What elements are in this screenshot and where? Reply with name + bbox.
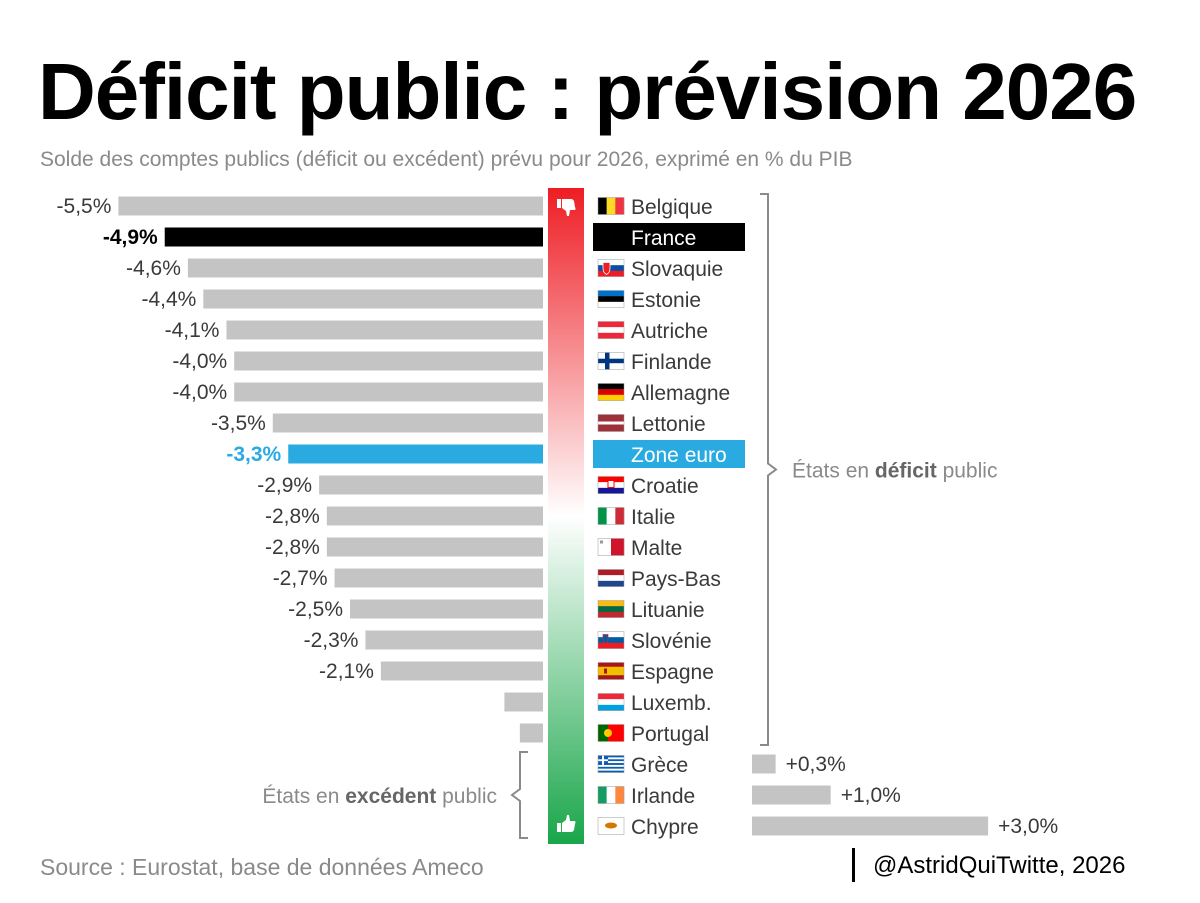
ireland-flag: [597, 786, 625, 804]
bar-allemagne: [234, 382, 543, 402]
slovenia-flag: [597, 631, 625, 649]
bar-autriche: [226, 320, 544, 340]
chart-subtitle: Solde des comptes publics (déficit ou ex…: [40, 148, 853, 171]
bar-malte: [326, 537, 543, 557]
bar-pays-bas: [334, 568, 543, 588]
highlight-box-france: [593, 223, 745, 251]
value-label-france: -4,9%: [103, 226, 158, 249]
value-label-lettonie: -3,5%: [211, 412, 266, 435]
bar-zone-euro: [288, 444, 543, 464]
value-label-belgique: -5,5%: [57, 195, 112, 218]
country-name-malte: Malte: [631, 537, 682, 560]
malta-flag: [597, 538, 625, 556]
bar-croatie: [319, 475, 543, 495]
deficit-bracket: [760, 193, 778, 746]
country-name-espagne: Espagne: [631, 661, 714, 684]
portugal-flag: [597, 724, 625, 742]
bar-finlande: [234, 351, 543, 371]
value-label-irlande: +1,0%: [841, 784, 901, 807]
author-credit: @AstridQuiTwitte, 2026: [852, 848, 1125, 882]
bar-lituanie: [350, 599, 543, 619]
highlight-box-euro: [593, 440, 745, 468]
country-name-france: France: [631, 227, 696, 250]
bar-slovaquie: [187, 258, 543, 278]
germany-flag: [597, 383, 625, 401]
gradient-scale-strip: [548, 188, 584, 844]
value-label-pays-bas: -2,7%: [273, 567, 328, 590]
surplus-bracket: [510, 751, 528, 839]
source-note: Source : Eurostat, base de données Ameco: [40, 854, 484, 880]
bar-belgique: [118, 196, 544, 216]
thumbs-up-icon: [557, 815, 576, 832]
country-name-allemagne: Allemagne: [631, 382, 730, 405]
luxembourg-flag: [597, 693, 625, 711]
latvia-flag: [597, 414, 625, 432]
country-name-chypre: Chypre: [631, 816, 699, 839]
chart-title: Déficit public : prévision 2026: [38, 47, 1137, 136]
value-label-allemagne: -4,0%: [172, 381, 227, 404]
country-name-zone-euro: Zone euro: [631, 444, 727, 467]
value-label-grece: +0,3%: [786, 753, 846, 776]
country-name-finlande: Finlande: [631, 351, 712, 374]
value-label-croatie: -2,9%: [257, 474, 312, 497]
italy-flag: [597, 507, 625, 525]
croatia-flag: [597, 476, 625, 494]
slovakia-flag: [597, 259, 625, 277]
bar-irlande: [752, 785, 831, 805]
value-label-chypre: +3,0%: [998, 815, 1058, 838]
value-label-autriche: -4,1%: [165, 319, 220, 342]
value-label-slovenie: -2,3%: [304, 629, 359, 652]
surplus-annotation: États en excédent public: [262, 785, 497, 808]
value-label-zone-euro: -3,3%: [226, 443, 281, 466]
country-name-irlande: Irlande: [631, 785, 695, 808]
bar-chypre: [752, 816, 989, 836]
finland-flag: [597, 352, 625, 370]
country-name-portugal: Portugal: [631, 723, 709, 746]
bar-portugal: [519, 723, 543, 743]
value-label-estonie: -4,4%: [141, 288, 196, 311]
belgium-flag: [597, 197, 625, 215]
country-name-estonie: Estonie: [631, 289, 701, 312]
bar-estonie: [203, 289, 543, 309]
country-name-belgique: Belgique: [631, 196, 713, 219]
country-name-italie: Italie: [631, 506, 675, 529]
country-name-lituanie: Lituanie: [631, 599, 705, 622]
country-name-autriche: Autriche: [631, 320, 708, 343]
country-name-croatie: Croatie: [631, 475, 699, 498]
bar-france: [164, 227, 543, 247]
country-name-lettonie: Lettonie: [631, 413, 706, 436]
bar-lettonie: [272, 413, 543, 433]
bar-grece: [752, 754, 776, 774]
netherlands-flag: [597, 569, 625, 587]
bar-espagne: [380, 661, 543, 681]
value-label-italie: -2,8%: [265, 505, 320, 528]
austria-flag: [597, 321, 625, 339]
country-name-luxemb: Luxemb.: [631, 692, 712, 715]
value-label-slovaquie: -4,6%: [126, 257, 181, 280]
country-name-slovaquie: Slovaquie: [631, 258, 723, 281]
lithuania-flag: [597, 600, 625, 618]
bar-slovenie: [365, 630, 543, 650]
bar-luxemb: [504, 692, 543, 712]
deficit-annotation: États en déficit public: [792, 460, 997, 483]
value-label-espagne: -2,1%: [319, 660, 374, 683]
thumbs-down-icon: [557, 199, 576, 216]
country-name-slovenie: Slovénie: [631, 630, 712, 653]
value-label-finlande: -4,0%: [172, 350, 227, 373]
greece-flag: [597, 755, 625, 773]
country-name-grece: Grèce: [631, 754, 688, 777]
value-label-malte: -2,8%: [265, 536, 320, 559]
cyprus-flag: [597, 817, 625, 835]
bar-italie: [326, 506, 543, 526]
country-name-pays-bas: Pays-Bas: [631, 568, 721, 591]
value-label-lituanie: -2,5%: [288, 598, 343, 621]
spain-flag: [597, 662, 625, 680]
estonia-flag: [597, 290, 625, 308]
